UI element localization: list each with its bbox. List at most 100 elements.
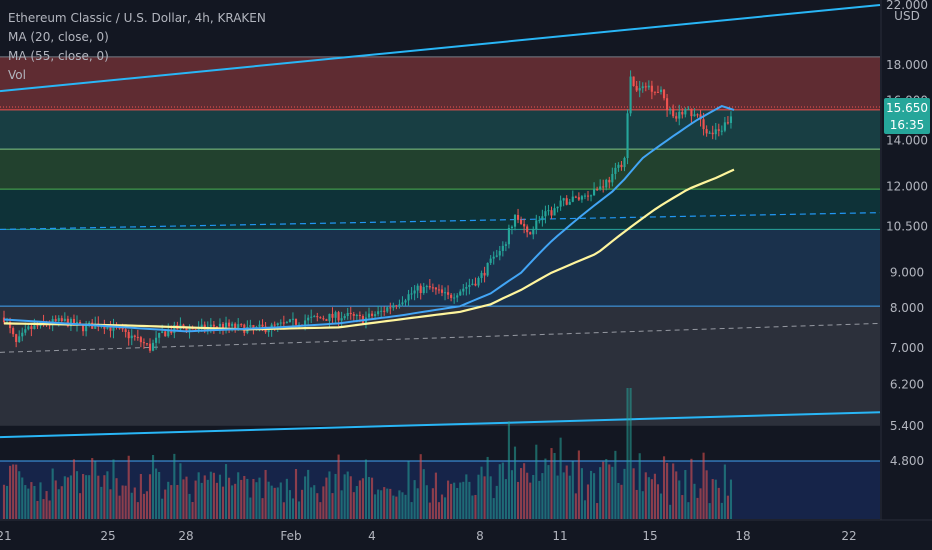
volume-bar xyxy=(526,472,529,519)
candle-body xyxy=(370,313,374,316)
candle-body xyxy=(486,262,489,276)
volume-bar xyxy=(197,472,200,519)
candle-body xyxy=(443,292,447,294)
volume-bar xyxy=(188,493,191,519)
volume-bar xyxy=(486,456,489,519)
volume-bar xyxy=(550,448,553,519)
volume-bar xyxy=(589,470,593,519)
volume-bar xyxy=(246,478,249,519)
candle-body xyxy=(304,320,307,325)
time-tick-label: 18 xyxy=(735,529,750,543)
candle-body xyxy=(249,325,252,327)
volume-bar xyxy=(145,491,149,519)
volume-bar xyxy=(121,485,124,519)
volume-bar xyxy=(328,471,331,519)
volume-bar xyxy=(164,489,167,519)
channel-lower-line[interactable] xyxy=(0,411,881,439)
candle-body xyxy=(662,89,666,99)
volume-bar xyxy=(653,473,656,519)
candle-body xyxy=(550,210,553,216)
volume-bar xyxy=(243,475,246,519)
volume-bar xyxy=(161,498,164,519)
candle-body xyxy=(483,272,486,276)
volume-bar xyxy=(666,463,669,519)
volume-bar xyxy=(78,493,82,519)
candle-body xyxy=(310,316,313,318)
volume-bar xyxy=(170,485,173,519)
volume-bar xyxy=(586,484,590,519)
volume-bar xyxy=(377,489,380,519)
candle-body xyxy=(234,323,237,329)
candle-body xyxy=(495,255,498,257)
volume-bar xyxy=(392,495,395,519)
candle-body xyxy=(453,297,456,299)
candle-body xyxy=(103,325,106,329)
volume-bar xyxy=(51,468,54,519)
volume-bar xyxy=(678,480,681,519)
candle-body xyxy=(596,189,599,191)
candle-body xyxy=(228,322,231,327)
candle-body xyxy=(702,119,705,130)
volume-bar xyxy=(319,502,322,519)
candle-body xyxy=(465,286,468,289)
candle-body xyxy=(151,342,155,351)
candle-body xyxy=(450,294,453,298)
chart-title[interactable]: Ethereum Classic / U.S. Dollar, 4h, KRAK… xyxy=(8,11,266,25)
volume-bar xyxy=(18,471,21,519)
candle-body xyxy=(659,89,663,92)
volume-legend[interactable]: Vol xyxy=(8,68,26,82)
volume-bar xyxy=(310,487,313,519)
candle-body xyxy=(349,312,352,315)
volume-bar xyxy=(465,474,468,519)
candle-body xyxy=(696,114,699,116)
price-tick-label: 7.000 xyxy=(890,341,924,355)
volume-bar xyxy=(288,490,291,519)
volume-bar xyxy=(45,491,48,519)
candle-body xyxy=(173,324,176,334)
volume-bar xyxy=(9,465,12,519)
candle-body xyxy=(419,285,422,294)
volume-bar xyxy=(185,476,188,519)
volume-bar xyxy=(24,485,27,519)
channel-mid-line-low xyxy=(0,322,881,353)
time-axis[interactable]: 21 25 28 Feb 4 8 11 15 18 22 xyxy=(0,529,857,543)
candle-body xyxy=(516,214,520,220)
volume-bar xyxy=(252,478,255,519)
volume-bar xyxy=(355,486,358,519)
candle-body xyxy=(164,331,167,337)
volume-bar xyxy=(468,481,471,519)
volume-bar xyxy=(133,487,136,519)
volume-bar xyxy=(547,465,550,519)
channel-upper-line[interactable] xyxy=(0,4,881,93)
volume-bar xyxy=(221,486,225,519)
volume-bar xyxy=(422,469,425,519)
ma55-legend[interactable]: MA (55, close, 0) xyxy=(8,49,109,63)
volume-bar xyxy=(705,470,708,519)
candle-body xyxy=(617,164,620,168)
volume-bar xyxy=(659,493,663,519)
volume-bar xyxy=(711,479,714,519)
volume-bar xyxy=(340,490,343,519)
volume-bar xyxy=(577,450,580,519)
candle-body xyxy=(638,88,641,91)
candle-body xyxy=(681,111,684,115)
candle-body xyxy=(215,326,218,328)
volume-bar xyxy=(629,388,632,519)
ma20-legend[interactable]: MA (20, close, 0) xyxy=(8,30,109,44)
candle-body xyxy=(647,85,650,88)
volume-bar xyxy=(623,468,626,519)
candle-body xyxy=(708,132,711,134)
candle-body xyxy=(258,324,261,327)
volume-bar xyxy=(428,502,431,519)
volume-bars xyxy=(0,388,880,519)
candle-body xyxy=(568,201,571,205)
candle-body xyxy=(532,229,535,235)
currency-label: USD xyxy=(894,9,920,23)
candle-body xyxy=(577,197,580,200)
volume-bar xyxy=(2,484,6,519)
volume-bar xyxy=(279,482,282,519)
volume-bar xyxy=(495,485,498,519)
candle-body xyxy=(182,324,185,328)
